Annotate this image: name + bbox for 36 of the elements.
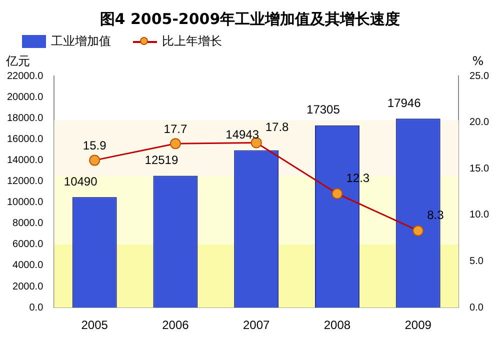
data-label: 12519	[144, 153, 178, 168]
data-label: 17305	[306, 102, 340, 117]
y2-tick-label: 10.0	[470, 210, 490, 221]
y2-tick-label: 15.0	[470, 163, 490, 174]
y-tick-label: 14000.0	[6, 154, 44, 166]
y2-axis-title: %	[472, 54, 484, 68]
data-label: 17.8	[265, 120, 290, 134]
y2-tick-label: 0.0	[470, 302, 484, 314]
data-label: 17946	[387, 96, 422, 110]
y-tick-label: 4000.0	[12, 260, 44, 272]
y-tick-label: 8000.0	[12, 218, 44, 230]
data-label: 10490	[64, 174, 98, 188]
y-tick-label: 12000.0	[6, 176, 44, 188]
chart-title: 图4 2005-2009年工业增加值及其增长速度	[98, 9, 402, 30]
y-tick-label: 0.0	[29, 302, 44, 314]
y-tick-label: 10000.0	[6, 197, 44, 208]
y2-tick-label: 25.0	[470, 70, 490, 82]
x-tick-label: 2007	[242, 318, 270, 332]
y-tick-label: 20000.0	[6, 92, 44, 103]
data-label: 14943	[226, 128, 260, 142]
x-tick-label: 2005	[81, 318, 108, 332]
y2-tick-label: 5.0	[470, 256, 484, 268]
legend-label: 工业增加值	[51, 32, 111, 50]
y-tick-label: 22000.0	[6, 70, 44, 82]
data-label: 17.7	[164, 122, 188, 136]
y-tick-label: 2000.0	[12, 281, 44, 292]
y-tick-label: 6000.0	[12, 239, 44, 250]
x-tick-label: 2008	[324, 318, 351, 332]
y2-tick-label: 20.0	[470, 117, 490, 128]
x-tick-label: 2009	[404, 318, 432, 332]
x-tick-label: 2006	[162, 318, 190, 332]
data-label: 15.9	[82, 138, 107, 153]
legend-label: 比上年增长	[162, 32, 222, 50]
y-tick-label: 16000.0	[6, 134, 44, 145]
y-tick-label: 18000.0	[6, 112, 44, 124]
y-axis-title: 亿元	[5, 54, 30, 68]
